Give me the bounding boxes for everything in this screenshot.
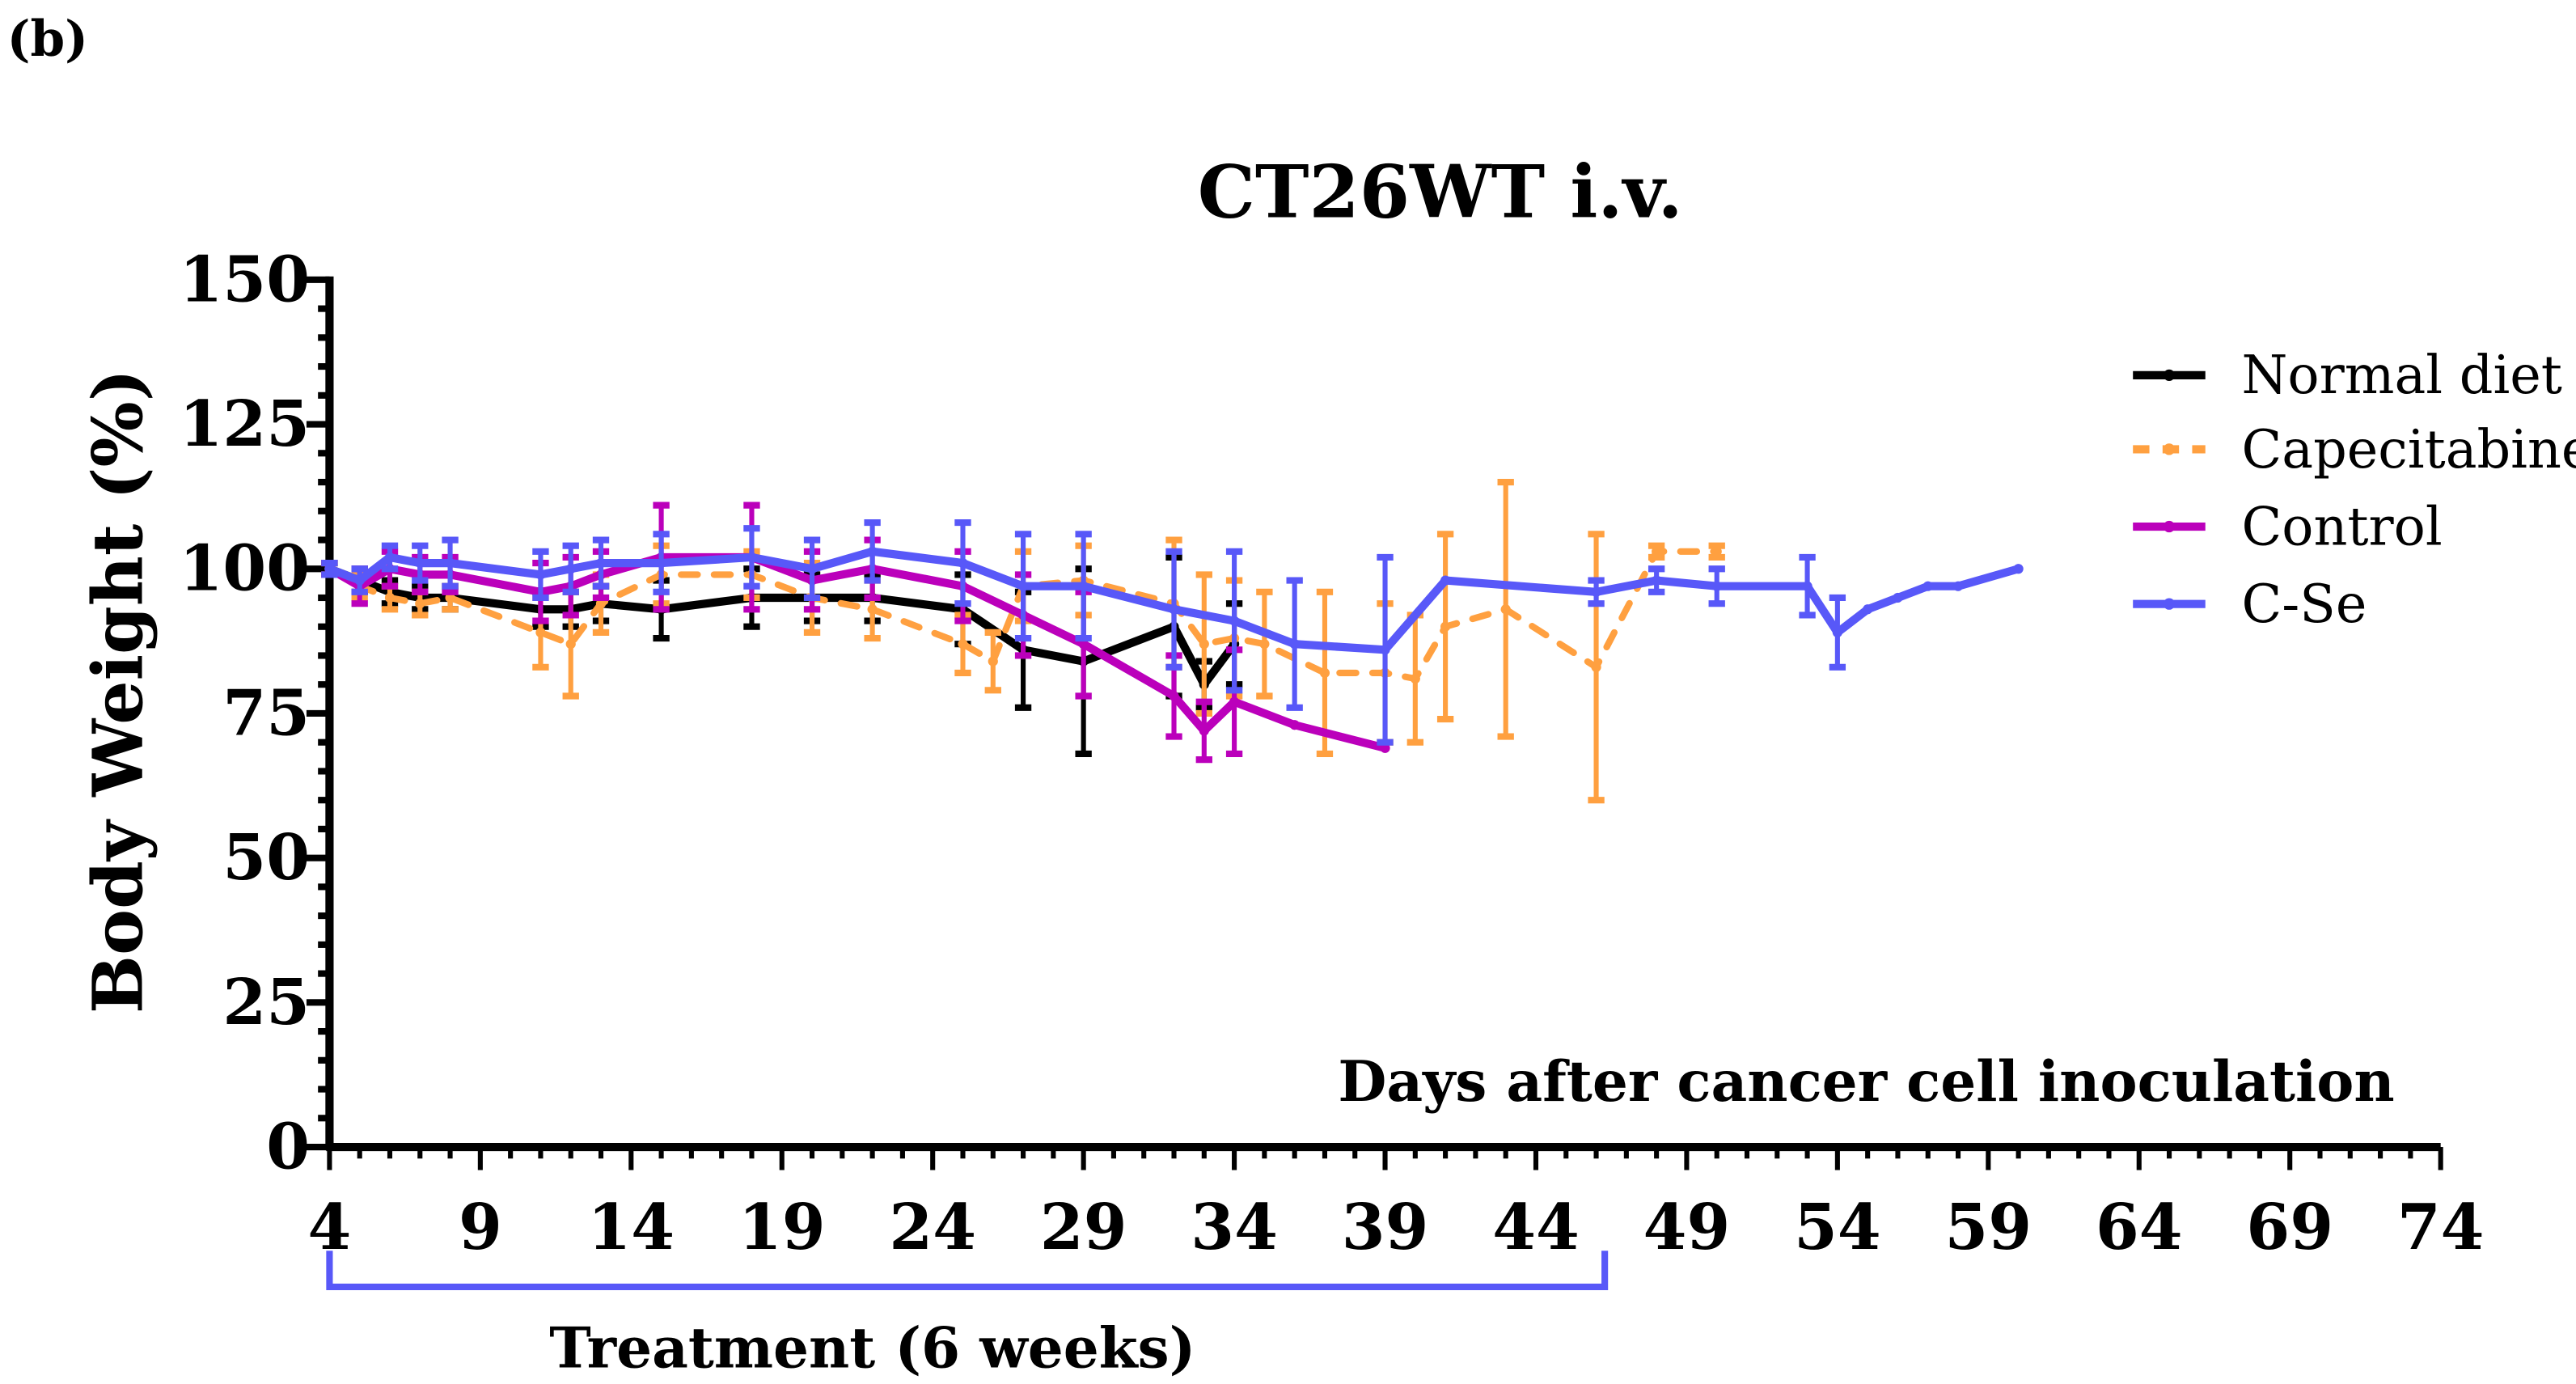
x-tick-label: 24 bbox=[889, 1191, 976, 1264]
x-axis-label: Days after cancer cell inoculation bbox=[1338, 1049, 2394, 1115]
data-point bbox=[1199, 639, 1209, 650]
treatment-bracket-line bbox=[326, 1251, 1609, 1291]
x-tick-label: 14 bbox=[588, 1191, 675, 1264]
data-point bbox=[2013, 564, 2024, 574]
series-line bbox=[327, 552, 1386, 752]
legend-marker bbox=[2163, 443, 2176, 455]
data-point bbox=[535, 569, 546, 580]
data-point bbox=[867, 604, 878, 615]
data-point bbox=[1259, 639, 1270, 650]
legend-marker bbox=[2163, 369, 2176, 381]
data-point bbox=[958, 639, 968, 650]
data-point bbox=[1652, 575, 1662, 586]
data-point bbox=[988, 656, 998, 667]
data-point bbox=[1169, 691, 1179, 701]
data-point bbox=[1440, 575, 1451, 586]
data-point bbox=[1893, 592, 1903, 603]
x-tick-label: 64 bbox=[2096, 1191, 2183, 1264]
data-point bbox=[565, 564, 576, 574]
data-point bbox=[595, 599, 607, 609]
x-tick-label: 39 bbox=[1342, 1191, 1429, 1264]
data-point bbox=[1229, 616, 1240, 626]
series-line bbox=[328, 547, 2020, 654]
x-tick-label: 19 bbox=[738, 1191, 826, 1264]
data-point bbox=[1017, 581, 1029, 591]
data-point bbox=[565, 639, 576, 650]
data-point bbox=[324, 564, 335, 574]
data-point bbox=[384, 552, 395, 563]
data-point bbox=[1652, 546, 1662, 557]
data-point bbox=[354, 575, 365, 586]
legend-marker bbox=[2163, 598, 2176, 610]
x-tick-label: 69 bbox=[2246, 1191, 2333, 1264]
data-point bbox=[535, 627, 546, 637]
x-tick-label: 29 bbox=[1040, 1191, 1127, 1264]
data-point bbox=[1500, 604, 1511, 615]
data-point bbox=[1832, 627, 1842, 637]
legend-label: Normal diet bbox=[2241, 345, 2561, 406]
y-tick-label: 125 bbox=[180, 387, 310, 461]
y-tick-label: 0 bbox=[266, 1110, 310, 1183]
y-axis-label: Body Weight (%) bbox=[78, 369, 159, 1014]
y-tick-label: 25 bbox=[222, 966, 310, 1039]
treatment-bracket: Treatment (6 weeks) bbox=[326, 1251, 1609, 1382]
treatment-label: Treatment (6 weeks) bbox=[549, 1316, 1195, 1382]
data-point bbox=[1711, 581, 1722, 591]
data-point bbox=[1169, 604, 1179, 615]
x-tick-label: 9 bbox=[459, 1191, 502, 1264]
data-point bbox=[445, 558, 455, 569]
data-point bbox=[1289, 720, 1300, 730]
series-line bbox=[326, 548, 1720, 683]
y-tick-label: 100 bbox=[180, 532, 310, 606]
data-point bbox=[595, 558, 607, 569]
data-point bbox=[1863, 604, 1873, 615]
x-tick-label: 54 bbox=[1794, 1191, 1881, 1264]
x-tick-label: 34 bbox=[1191, 1191, 1278, 1264]
legend-label: Control bbox=[2241, 497, 2442, 557]
panel-label: (b) bbox=[7, 11, 88, 68]
x-tick-label: 49 bbox=[1643, 1191, 1731, 1264]
data-point bbox=[1440, 621, 1451, 632]
data-point bbox=[1711, 546, 1722, 557]
data-point bbox=[415, 599, 425, 609]
data-point bbox=[1952, 581, 1964, 591]
series-control bbox=[321, 502, 1390, 764]
data-point bbox=[384, 592, 395, 603]
data-point bbox=[1591, 662, 1601, 672]
data-point bbox=[1802, 581, 1813, 591]
x-tick-label: 59 bbox=[1945, 1191, 2032, 1264]
y-tick-label: 75 bbox=[222, 676, 310, 750]
legend-label: C-Se bbox=[2241, 574, 2367, 635]
data-point bbox=[1591, 586, 1601, 597]
data-point bbox=[1289, 639, 1300, 650]
legend: Normal diet Capecitabine Control C-Se bbox=[2133, 345, 2576, 635]
data-point bbox=[1199, 726, 1209, 736]
data-point bbox=[1319, 667, 1330, 679]
data-point bbox=[1380, 645, 1390, 655]
data-point bbox=[1078, 639, 1089, 650]
data-point bbox=[415, 558, 425, 569]
data-point bbox=[1380, 743, 1390, 753]
data-point bbox=[445, 592, 455, 603]
data-point bbox=[1410, 673, 1420, 684]
data-point bbox=[958, 558, 968, 569]
chart-title: CT26WT i.v. bbox=[1198, 150, 1683, 235]
y-tick-label: 50 bbox=[222, 821, 310, 895]
y-tick-label: 150 bbox=[180, 243, 310, 316]
legend-marker bbox=[2163, 520, 2176, 533]
data-point bbox=[867, 546, 878, 557]
x-tick-label: 74 bbox=[2397, 1191, 2485, 1264]
data-point bbox=[747, 552, 757, 563]
data-point bbox=[656, 558, 666, 569]
plot-area bbox=[321, 478, 2024, 804]
series-c-se bbox=[321, 519, 2024, 746]
legend-label: Capecitabine bbox=[2241, 420, 2576, 480]
data-point bbox=[1078, 581, 1089, 591]
x-tick-label: 44 bbox=[1492, 1191, 1580, 1264]
data-point bbox=[1229, 696, 1240, 707]
data-point bbox=[1922, 581, 1933, 591]
data-point bbox=[806, 564, 818, 574]
